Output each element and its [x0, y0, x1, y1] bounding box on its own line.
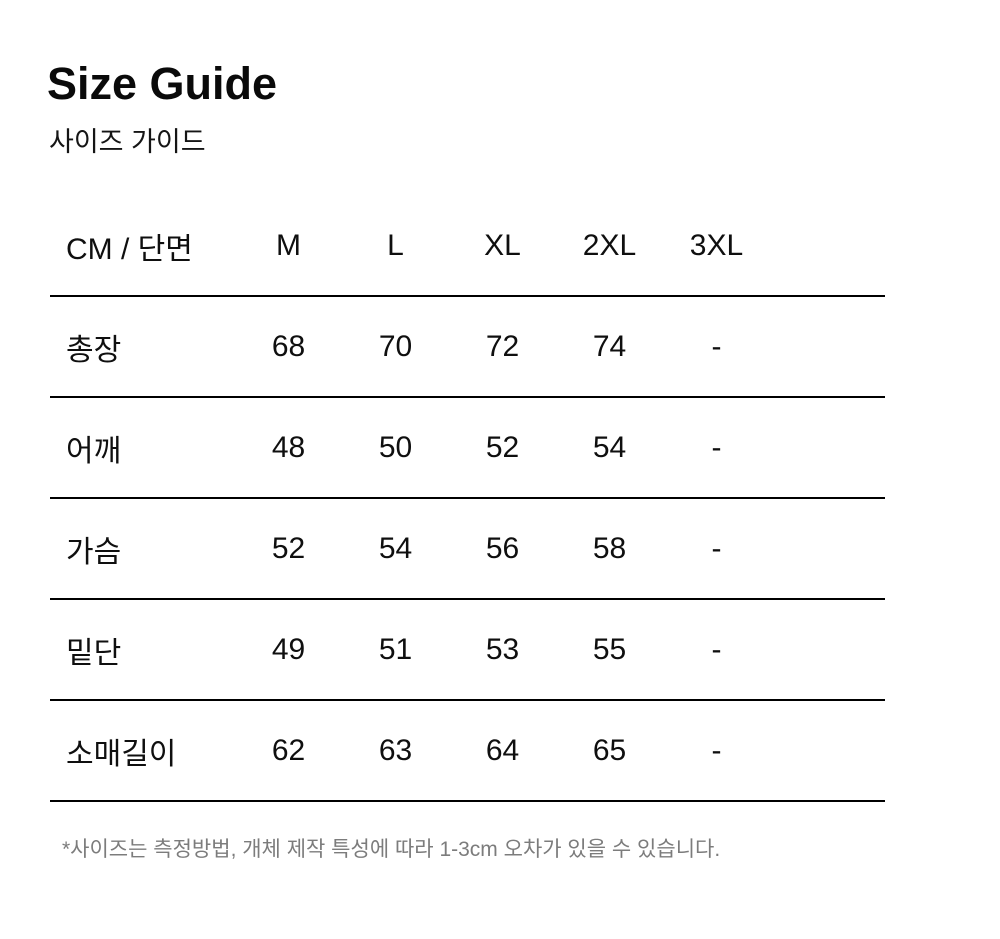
measurement-value: 55 — [556, 599, 663, 701]
measurement-value: - — [663, 397, 770, 499]
measurement-value: 52 — [449, 397, 556, 499]
row-label: 가슴 — [50, 498, 235, 600]
size-table: CM / 단면 M L XL 2XL 3XL 총장 68 70 72 74 - … — [50, 196, 885, 802]
size-column-header-l: L — [342, 196, 449, 297]
measurement-value: 56 — [449, 498, 556, 600]
measurement-value: - — [663, 296, 770, 398]
size-column-header-3xl: 3XL — [663, 196, 770, 297]
size-table-header-row: CM / 단면 M L XL 2XL 3XL — [50, 196, 885, 297]
measurement-value: 62 — [235, 700, 342, 802]
size-column-header-2xl: 2XL — [556, 196, 663, 297]
measurement-value: 50 — [342, 397, 449, 499]
row-spacer-cell — [770, 498, 885, 600]
measurement-value: 51 — [342, 599, 449, 701]
size-footnote: *사이즈는 측정방법, 개체 제작 특성에 따라 1-3cm 오차가 있을 수 … — [62, 838, 721, 861]
header-spacer-cell — [770, 196, 885, 297]
row-label: 어깨 — [50, 397, 235, 499]
size-column-header-xl: XL — [449, 196, 556, 297]
measurement-value: 48 — [235, 397, 342, 499]
measurement-value: 58 — [556, 498, 663, 600]
row-label: 밑단 — [50, 599, 235, 701]
table-row-sleeve-length: 소매길이 62 63 64 65 - — [50, 700, 885, 802]
row-spacer-cell — [770, 397, 885, 499]
row-label: 소매길이 — [50, 700, 235, 802]
row-spacer-cell — [770, 700, 885, 802]
measurement-value: 65 — [556, 700, 663, 802]
measurement-value: 52 — [235, 498, 342, 600]
measurement-value: - — [663, 599, 770, 701]
measurement-value: - — [663, 498, 770, 600]
table-row-shoulder: 어깨 48 50 52 54 - — [50, 397, 885, 499]
table-row-hem: 밑단 49 51 53 55 - — [50, 599, 885, 701]
table-row-total-length: 총장 68 70 72 74 - — [50, 296, 885, 398]
page-subtitle: 사이즈 가이드 — [49, 127, 206, 157]
page-title: Size Guide — [47, 58, 278, 109]
measurement-value: 72 — [449, 296, 556, 398]
row-label: 총장 — [50, 296, 235, 398]
measurement-value: 70 — [342, 296, 449, 398]
row-spacer-cell — [770, 296, 885, 398]
measurement-value: - — [663, 700, 770, 802]
measurement-value: 54 — [342, 498, 449, 600]
measurement-value: 53 — [449, 599, 556, 701]
measurement-value: 64 — [449, 700, 556, 802]
measurement-value: 54 — [556, 397, 663, 499]
measurement-value: 68 — [235, 296, 342, 398]
measurement-value: 49 — [235, 599, 342, 701]
row-spacer-cell — [770, 599, 885, 701]
unit-header-cell: CM / 단면 — [50, 196, 235, 297]
size-column-header-m: M — [235, 196, 342, 297]
table-row-chest: 가슴 52 54 56 58 - — [50, 498, 885, 600]
measurement-value: 74 — [556, 296, 663, 398]
measurement-value: 63 — [342, 700, 449, 802]
